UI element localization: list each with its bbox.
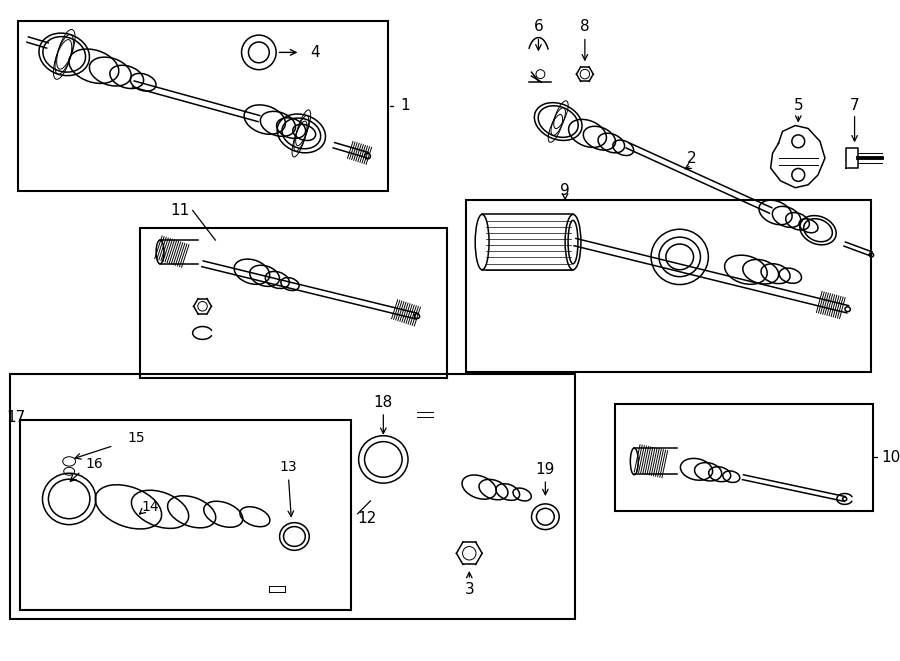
- Text: 15: 15: [128, 431, 145, 445]
- Bar: [20, 420, 351, 609]
- Text: 5: 5: [794, 98, 803, 113]
- Bar: [10, 375, 575, 619]
- Text: 3: 3: [464, 582, 474, 598]
- Text: 19: 19: [536, 462, 555, 477]
- Text: 2: 2: [687, 151, 697, 166]
- Text: 13: 13: [280, 460, 297, 475]
- Text: 12: 12: [357, 511, 377, 526]
- Text: 17: 17: [6, 410, 25, 426]
- Text: 6: 6: [534, 19, 544, 34]
- Text: 11: 11: [170, 203, 189, 218]
- Text: 7: 7: [850, 98, 859, 113]
- Bar: [615, 404, 873, 511]
- Text: 16: 16: [85, 457, 103, 471]
- Text: 18: 18: [374, 395, 393, 410]
- Bar: [140, 228, 446, 378]
- Text: 4: 4: [310, 45, 320, 60]
- Bar: [466, 200, 871, 373]
- Text: 14: 14: [141, 500, 159, 514]
- Text: 10: 10: [881, 450, 900, 465]
- Text: 1: 1: [400, 98, 410, 113]
- Text: 9: 9: [560, 183, 570, 198]
- Bar: [18, 20, 388, 191]
- Text: 8: 8: [580, 19, 590, 34]
